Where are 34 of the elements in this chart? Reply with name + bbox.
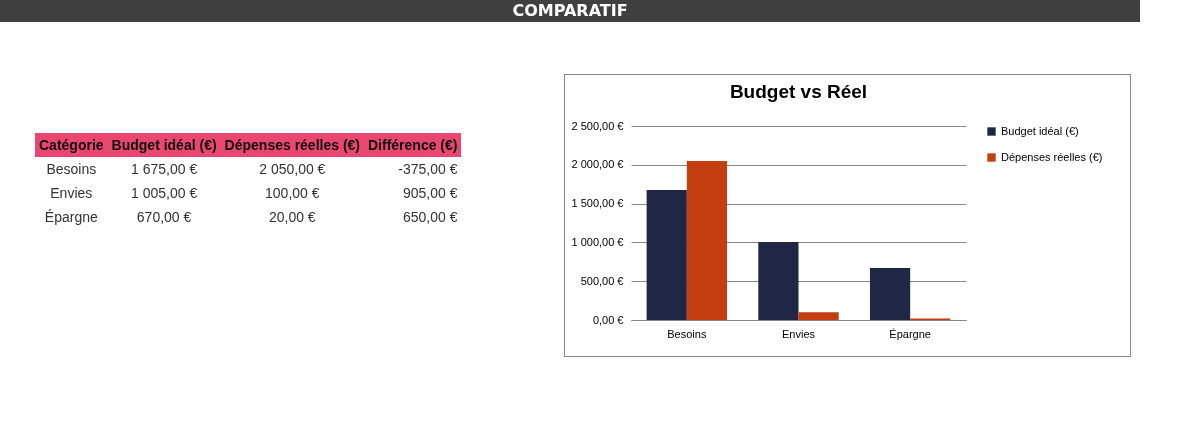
y-tick-label: 1 000,00 €	[571, 235, 624, 248]
bar	[646, 190, 687, 320]
text: 1 005,00 €	[130, 184, 199, 203]
bar	[758, 242, 799, 320]
text: Besoins	[45, 160, 98, 179]
text: 1 675,00 €	[130, 160, 199, 179]
bar	[686, 160, 728, 320]
text: COMPARATIF	[0, 0, 1140, 22]
x-tick-label: Besoins	[667, 327, 707, 340]
text: 100,00 €	[264, 184, 321, 203]
text: 905,00 €	[401, 184, 459, 203]
text: Différence (€)	[364, 133, 462, 157]
text: 650,00 €	[401, 208, 459, 227]
text: Épargne	[43, 208, 99, 227]
legend-label: Budget idéal (€)	[1001, 124, 1079, 137]
text: 20,00 €	[267, 208, 317, 227]
chart-title: Budget vs Réel	[729, 81, 868, 102]
y-tick-label: 500,00 €	[580, 274, 624, 287]
y-tick-label: 2 000,00 €	[571, 158, 624, 171]
text: Catégorie	[35, 133, 108, 157]
bar	[869, 268, 911, 320]
y-tick-label: 1 500,00 €	[571, 197, 624, 210]
text: 2 050,00 €	[258, 160, 327, 179]
y-tick-label: 0,00 €	[592, 313, 624, 326]
text: -375,00 €	[397, 160, 459, 179]
text: Dépenses réelles (€)	[220, 133, 364, 157]
x-tick-label: Épargne	[889, 327, 931, 340]
bar	[798, 312, 839, 320]
text: Budget idéal (€)	[107, 133, 221, 157]
y-tick-label: 2 500,00 €	[571, 119, 624, 132]
x-tick-label: Envies	[781, 327, 816, 340]
text: 670,00 €	[135, 208, 193, 227]
text: Envies	[49, 184, 94, 203]
legend-label: Dépenses réelles (€)	[1001, 150, 1103, 163]
